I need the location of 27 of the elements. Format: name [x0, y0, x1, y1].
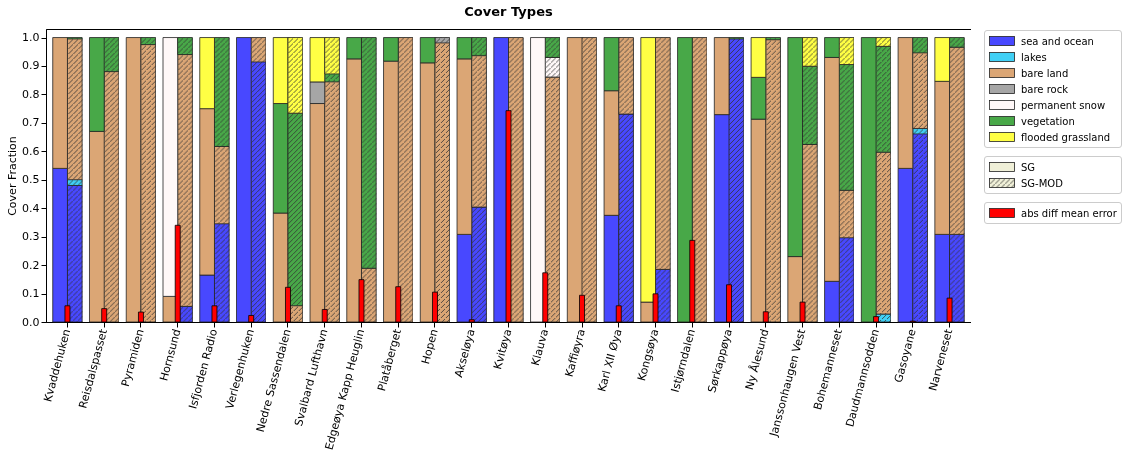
x-tick-label: Klauva	[528, 327, 552, 368]
legend-label: sea and ocean	[1021, 35, 1094, 47]
y-tick-label: 0.6	[22, 144, 40, 158]
x-tick-label: Karl XII Øya	[595, 327, 625, 394]
y-tick-label: 0.4	[22, 201, 40, 215]
y-tick-label: 0.3	[22, 230, 40, 244]
y-tick-label: 1.0	[22, 31, 40, 45]
y-tick-label: 0.1	[22, 287, 40, 301]
legend-label: flooded grassland	[1021, 131, 1111, 143]
legend-label: abs diff mean error	[1021, 207, 1117, 219]
legend-label: lakes	[1021, 51, 1047, 63]
y-tick-label: 0.5	[22, 173, 40, 187]
y-tick-label: 0.2	[22, 258, 40, 272]
y-axis-title: Cover Fraction	[6, 136, 20, 216]
legend-label: permanent snow	[1021, 99, 1106, 111]
x-tick-label: Hopen	[418, 327, 441, 366]
legend-label: bare rock	[1021, 83, 1068, 95]
text: SG	[1021, 161, 1036, 173]
x-tick-label: Kvitøya	[491, 327, 515, 371]
y-tick-label: 0.8	[22, 87, 40, 101]
legend-label: vegetation	[1021, 115, 1075, 127]
y-tick-label: 0.9	[22, 59, 40, 73]
text: SG-MOD	[1021, 177, 1063, 189]
y-tick-label: 0.7	[22, 116, 40, 130]
y-tick-label: 0.0	[22, 315, 40, 329]
legend-label: bare land	[1021, 67, 1069, 79]
chart-title: Cover Types	[464, 4, 553, 19]
